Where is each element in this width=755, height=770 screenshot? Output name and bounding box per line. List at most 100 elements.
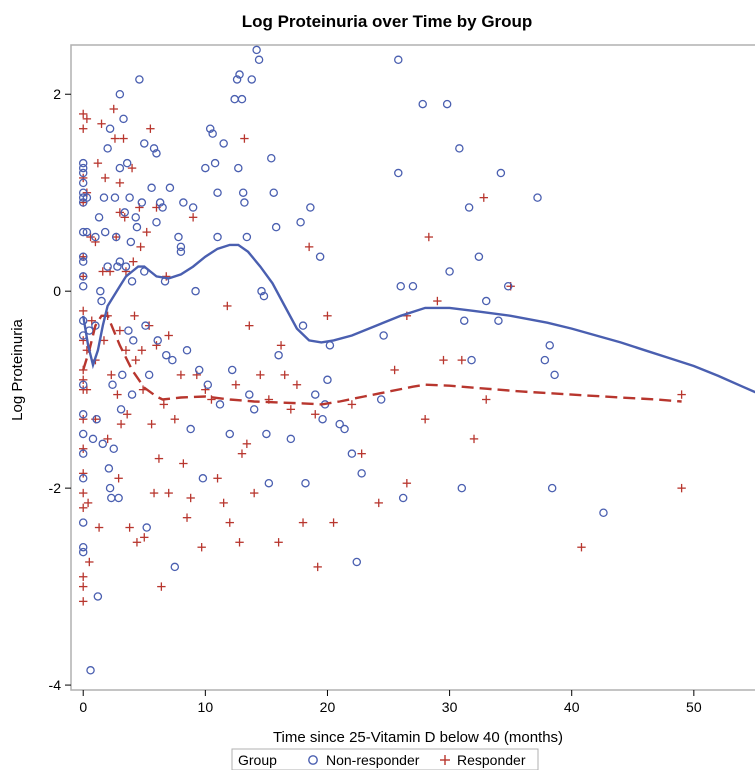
responder-point [479, 193, 488, 202]
responder-point [292, 380, 302, 389]
responder-point [100, 173, 110, 183]
responder-point [276, 341, 286, 350]
non-responder-point [481, 296, 491, 306]
non-responder-point [132, 222, 142, 232]
non-responder-point [191, 286, 200, 296]
non-responder-point [78, 429, 88, 439]
non-responder-point [274, 350, 283, 360]
non-responder-point [257, 286, 266, 296]
responder-point [94, 523, 104, 532]
non-responder-point [78, 518, 88, 527]
non-responder-point [219, 139, 228, 148]
non-responder-point [137, 198, 147, 207]
non-responder-point [103, 262, 112, 271]
non-responder-point [135, 75, 144, 84]
non-responder-point [105, 483, 115, 493]
non-responder-point [115, 163, 125, 173]
responder-point [97, 119, 106, 128]
non-responder-point [262, 429, 271, 439]
responder-point [103, 434, 112, 444]
responder-point [79, 173, 88, 183]
non-responder-point [78, 163, 88, 173]
non-responder-point [198, 474, 208, 483]
responder-point [79, 444, 88, 453]
legend-label-responder: Responder [457, 752, 526, 768]
non-responder-point [141, 321, 150, 330]
non-responder-point [100, 227, 110, 237]
non-responder-point [267, 153, 276, 163]
non-responder-point [455, 144, 464, 153]
legend-title: Group [238, 752, 277, 768]
x-axis: 0 10 20 30 40 50 [79, 690, 702, 715]
responder-point [237, 449, 247, 458]
non-responder-point [540, 355, 550, 365]
responder-point [91, 237, 100, 247]
responder-point [120, 213, 129, 222]
non-responder-point [176, 247, 186, 257]
responder-point [280, 370, 289, 380]
responder-point [119, 134, 128, 143]
non-responder-point [259, 291, 269, 301]
non-responder-point [296, 218, 305, 227]
non-responder-point [210, 158, 220, 168]
responder-point [304, 242, 314, 252]
responder-point [207, 395, 216, 404]
responder-point [577, 543, 586, 552]
responder-point [131, 355, 140, 365]
non-responder-point [459, 316, 469, 325]
responder-point [176, 370, 186, 380]
non-responder-point [394, 55, 403, 65]
responder-point [164, 331, 173, 340]
non-responder-point [442, 99, 452, 109]
responder-point [170, 414, 180, 424]
non-responder-point [503, 282, 513, 291]
plot-frame [70, 44, 755, 691]
responder-point [79, 124, 88, 133]
responder-point [197, 543, 206, 552]
responder-point [122, 410, 132, 419]
non-responder-point [153, 336, 162, 345]
non-responder-point [264, 478, 274, 488]
responder-point [130, 311, 139, 321]
responder-point [249, 488, 259, 498]
responder-point [374, 498, 383, 508]
y-axis-label: Log Proteinuria [9, 318, 26, 420]
responder-point [93, 158, 103, 168]
legend-box [231, 748, 539, 770]
y-tick-label: 0 [53, 283, 61, 299]
responder-smooth-line [82, 314, 682, 406]
responder-point [213, 474, 222, 483]
responder-point [223, 301, 232, 311]
responder-point [482, 395, 491, 404]
non-responder-point [78, 227, 88, 237]
non-responder-point [78, 178, 88, 188]
non-responder-point [271, 222, 281, 232]
non-responder-point [357, 469, 366, 478]
non-responder-point [114, 493, 123, 503]
non-responder-point [118, 370, 127, 380]
legend-label-non-responder: Non-responder [326, 752, 420, 768]
non-responder-point [457, 483, 467, 493]
non-responder-point [325, 341, 335, 350]
non-responder-point [78, 282, 88, 291]
non-responder-point [108, 380, 117, 389]
non-responder-point [286, 434, 296, 444]
responder-point [85, 557, 94, 567]
plot-area [78, 45, 755, 675]
responder-point [311, 410, 320, 419]
x-tick-label: 30 [442, 699, 458, 715]
responder-point [188, 213, 198, 222]
non-responder-point [140, 139, 149, 148]
y-tick-label: -2 [49, 480, 62, 496]
non-responder-point [315, 252, 325, 261]
non-responder-point [352, 557, 362, 567]
non-responder-point [179, 198, 188, 207]
responder-point [79, 488, 88, 498]
non-responder-point [120, 208, 129, 217]
non-responder-point [119, 114, 128, 124]
responder-point [157, 582, 166, 591]
non-responder-point [394, 168, 403, 178]
non-responder-point [86, 666, 95, 675]
non-responder-point [323, 375, 332, 385]
